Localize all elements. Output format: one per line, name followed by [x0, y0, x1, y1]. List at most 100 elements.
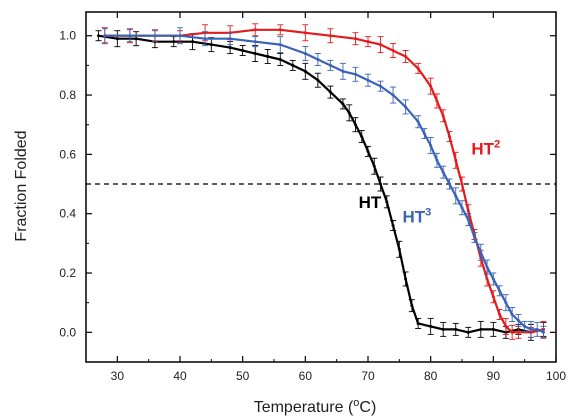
data-point — [466, 330, 470, 334]
data-point — [498, 289, 502, 293]
data-point — [454, 327, 458, 331]
data-point — [347, 111, 351, 115]
data-point — [316, 57, 320, 61]
data-point — [366, 78, 370, 82]
data-point — [391, 224, 395, 228]
data-point — [253, 40, 257, 44]
series-label-HT2: HT2 — [471, 138, 500, 158]
data-point — [172, 40, 176, 44]
data-point — [115, 37, 119, 41]
data-point — [153, 34, 157, 38]
data-point — [328, 90, 332, 94]
data-point — [466, 218, 470, 222]
ticks-layer: 30 40 50 60 70 80 90 100 0.0 0.2 0.4 0.6 0.8 1.0 — [59, 12, 566, 383]
data-point — [429, 143, 433, 147]
data-point — [454, 194, 458, 198]
labels-layer: HT HT2 HT3 — [359, 138, 501, 226]
data-point — [379, 43, 383, 47]
data-point — [416, 321, 420, 325]
data-point — [429, 84, 433, 88]
data-point — [504, 324, 508, 328]
data-point — [372, 164, 376, 168]
x-tick-label: 70 — [361, 369, 375, 383]
data-point — [504, 301, 508, 305]
data-point — [328, 63, 332, 67]
data-point — [479, 327, 483, 331]
series-HT2 — [101, 23, 547, 340]
x-tick-label: 50 — [236, 369, 250, 383]
data-point — [303, 69, 307, 73]
data-point — [447, 182, 451, 186]
x-tick-label: 80 — [424, 369, 438, 383]
data-point — [485, 277, 489, 281]
data-point — [278, 43, 282, 47]
data-point — [341, 102, 345, 106]
data-point — [228, 46, 232, 50]
data-point — [253, 28, 257, 32]
data-point — [404, 105, 408, 109]
data-point — [485, 265, 489, 269]
y-tick-label: 0.2 — [59, 266, 76, 280]
data-point — [491, 327, 495, 331]
data-point — [134, 37, 138, 41]
data-point — [416, 120, 420, 124]
data-point — [391, 93, 395, 97]
data-point — [510, 330, 514, 334]
data-point — [441, 170, 445, 174]
y-tick-label: 0.4 — [59, 207, 76, 221]
data-point — [353, 37, 357, 41]
data-point — [228, 37, 232, 41]
data-point — [491, 277, 495, 281]
data-point — [128, 34, 132, 38]
data-point — [491, 295, 495, 299]
data-point — [516, 318, 520, 322]
series-label-HT3: HT3 — [402, 207, 431, 227]
data-point — [422, 132, 426, 136]
data-point — [404, 277, 408, 281]
data-point — [410, 304, 414, 308]
series-HT — [95, 30, 547, 341]
data-point — [416, 66, 420, 70]
data-point — [466, 209, 470, 213]
data-point — [379, 182, 383, 186]
data-point — [303, 52, 307, 56]
series-line — [104, 34, 544, 334]
y-axis-title: Fraction Folded — [13, 130, 30, 241]
data-point — [266, 54, 270, 58]
data-point — [103, 34, 107, 38]
data-point — [203, 37, 207, 41]
data-point — [529, 327, 533, 331]
series-layer — [95, 23, 547, 341]
y-tick-label: 1.0 — [59, 29, 76, 43]
data-point — [291, 63, 295, 67]
data-point — [460, 206, 464, 210]
data-point — [385, 200, 389, 204]
x-axis-title: Temperature (oC) — [254, 397, 377, 416]
data-point — [460, 182, 464, 186]
data-point — [328, 34, 332, 38]
x-tick-label: 30 — [111, 369, 125, 383]
series-HT3 — [101, 27, 547, 339]
data-point — [360, 135, 364, 139]
y-tick-label: 0.0 — [59, 325, 76, 339]
data-point — [391, 49, 395, 53]
data-point — [435, 158, 439, 162]
data-point — [523, 324, 527, 328]
data-point — [498, 313, 502, 317]
data-point — [341, 69, 345, 73]
data-point — [278, 57, 282, 61]
data-point — [441, 114, 445, 118]
data-point — [397, 247, 401, 251]
data-point — [209, 43, 213, 47]
data-point — [178, 34, 182, 38]
data-point — [366, 149, 370, 153]
y-tick-label: 0.8 — [59, 88, 76, 102]
data-point — [379, 84, 383, 88]
data-point — [241, 49, 245, 53]
series-label-HT: HT — [359, 193, 382, 212]
data-point — [541, 330, 545, 334]
data-point — [353, 123, 357, 127]
data-point — [516, 330, 520, 334]
data-point — [435, 99, 439, 103]
